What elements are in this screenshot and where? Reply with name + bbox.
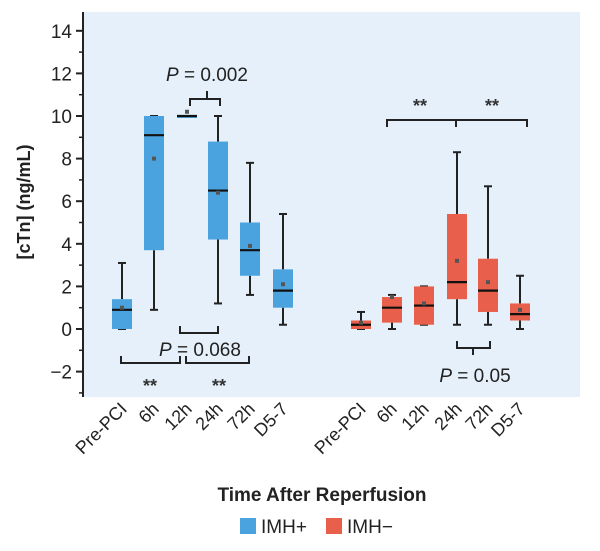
mean-marker <box>486 280 490 285</box>
legend-swatch-imh-minus <box>326 518 342 534</box>
stars-imh-minus-left: ** <box>413 96 427 116</box>
x-tick-label: Pre-PCI <box>71 399 130 458</box>
x-tick-label: Pre-PCI <box>310 399 369 458</box>
mean-marker <box>359 320 363 325</box>
legend-label-imh-plus: IMH+ <box>261 517 307 538</box>
y-tick-label: 2 <box>61 277 72 298</box>
y-tick-label: 10 <box>51 107 72 128</box>
box-iqr <box>273 269 293 308</box>
box-plots <box>112 109 530 330</box>
box-imh-minus-12h <box>414 285 434 326</box>
y-axis: −2 0 2 4 6 8 10 12 14 <box>50 12 84 397</box>
box-imh-minus-d5-7 <box>510 274 530 330</box>
x-axis-label: Time After Reperfusion <box>217 485 426 506</box>
legend-swatch-imh-plus <box>240 518 256 534</box>
mean-marker <box>518 307 522 312</box>
pvalue-0.002: P = 0.002 <box>166 65 248 86</box>
x-tick-label: 6h <box>373 399 401 427</box>
y-tick-label: 0 <box>61 320 72 341</box>
box-iqr <box>382 297 402 323</box>
x-tick-label: 12h <box>397 399 432 434</box>
box-imh-plus-24h <box>208 115 228 305</box>
y-tick-label: 8 <box>61 150 72 171</box>
y-tick-label: 14 <box>51 22 73 43</box>
stars-left: ** <box>143 376 157 396</box>
mean-marker <box>281 282 285 287</box>
mean-marker <box>216 190 220 195</box>
pvalue-0.068: P = 0.068 <box>159 340 241 361</box>
box-iqr <box>510 303 530 321</box>
mean-marker <box>390 295 394 300</box>
y-tick-label: 12 <box>51 64 72 85</box>
box-imh-plus-72h <box>240 161 260 296</box>
bracket-12h-24h-lower <box>179 326 219 334</box>
x-tick-label: 24h <box>430 399 465 434</box>
legend: IMH+ IMH− <box>240 517 393 538</box>
x-tick-label: 24h <box>191 399 226 434</box>
mean-marker <box>422 301 426 306</box>
y-tick-label: 4 <box>61 235 72 256</box>
x-tick-label: 12h <box>160 399 195 434</box>
mean-marker <box>185 109 189 114</box>
box-iqr <box>144 116 164 251</box>
stars-right: ** <box>212 376 226 396</box>
box-imh-minus-72h <box>478 185 498 326</box>
y-axis-label: [cTn] (ng/mL) <box>14 145 34 260</box>
y-tick-label: 6 <box>61 192 72 213</box>
bracket-24h-d57 <box>455 119 528 127</box>
box-imh-minus-6h <box>382 293 402 330</box>
x-tick-label: D5-7 <box>487 399 529 441</box>
y-tick-label: −2 <box>50 363 72 384</box>
box-imh-plus-6h <box>144 115 164 311</box>
bracket-24h-72h <box>185 356 250 364</box>
bracket-prepci-12h <box>120 356 181 364</box>
box-iqr <box>112 299 132 329</box>
mean-marker <box>248 243 252 248</box>
box-iqr <box>447 213 467 300</box>
mean-marker <box>152 156 156 161</box>
plot-panel <box>83 12 580 397</box>
box-imh-minus-pre-pci <box>351 310 371 330</box>
mean-marker <box>455 258 459 263</box>
x-tick-label: D5-7 <box>250 399 292 441</box>
bracket-12h-24h <box>189 98 221 106</box>
x-tick-label: 6h <box>135 399 163 427</box>
box-imh-plus-pre-pci <box>112 261 132 330</box>
box-imh-minus-24h <box>447 151 467 326</box>
box-imh-plus-12h <box>177 109 197 118</box>
legend-label-imh-minus: IMH− <box>347 517 393 538</box>
pvalue-0.05: P = 0.05 <box>439 366 510 387</box>
box-iqr <box>478 258 498 312</box>
box-imh-plus-d5-7 <box>273 212 293 326</box>
stars-imh-minus-right: ** <box>485 96 499 116</box>
mean-marker <box>120 305 124 310</box>
